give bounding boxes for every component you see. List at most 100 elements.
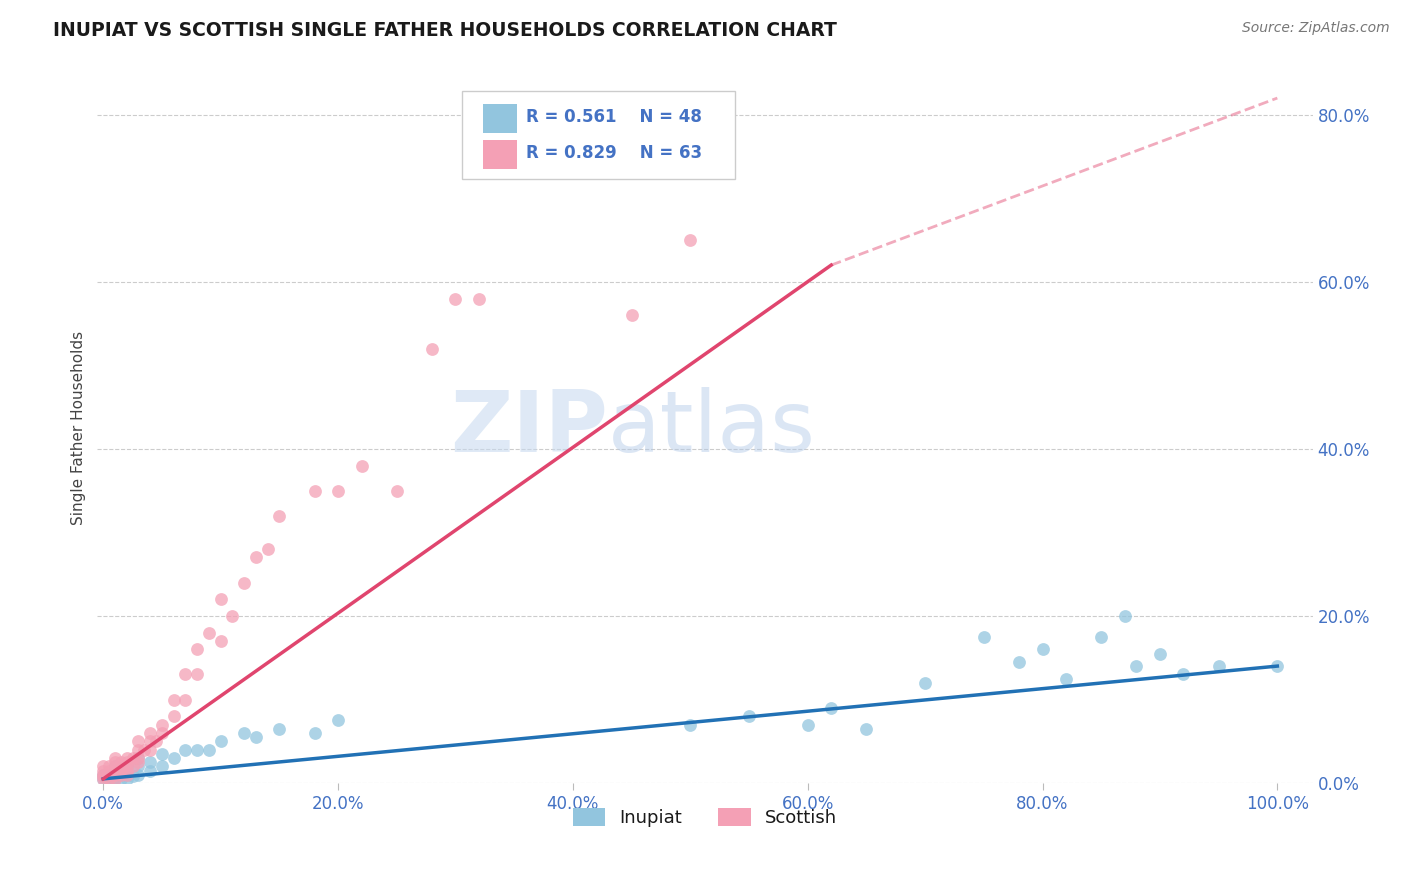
Point [104,767,127,781]
Point [91,759,114,773]
Point [150,747,173,761]
Point [134,742,156,756]
Point [98,767,121,781]
Point [1114,609,1136,624]
Point [139,726,162,740]
Text: ZIP: ZIP [450,386,607,469]
Point [139,742,162,756]
Point [104,764,127,778]
Legend: Inupiat, Scottish: Inupiat, Scottish [565,801,845,834]
Point [679,717,702,731]
Point [115,772,138,786]
Point [350,458,373,473]
Point [98,764,121,778]
Point [198,625,221,640]
Y-axis label: Single Father Households: Single Father Households [72,331,86,525]
Point [127,755,149,769]
Point [679,233,702,247]
Point [139,734,162,748]
Text: INUPIAT VS SCOTTISH SINGLE FATHER HOUSEHOLDS CORRELATION CHART: INUPIAT VS SCOTTISH SINGLE FATHER HOUSEH… [53,21,838,39]
Point [820,701,842,715]
Point [110,755,132,769]
Point [91,767,114,781]
Point [104,759,127,773]
Point [98,772,121,786]
Point [1265,659,1288,673]
Point [115,767,138,781]
Point [1208,659,1230,673]
Point [110,764,132,778]
Point [127,751,149,765]
Point [139,764,162,778]
Point [1031,642,1053,657]
Point [620,308,643,322]
Point [245,730,267,744]
Point [127,751,149,765]
Point [385,483,408,498]
Point [91,772,114,786]
Point [110,759,132,773]
Point [115,759,138,773]
Point [186,667,208,681]
Point [121,759,143,773]
Point [127,734,149,748]
Point [145,734,167,748]
Point [914,675,936,690]
Point [738,709,761,723]
Point [105,764,128,778]
Point [91,772,114,786]
Point [209,634,232,648]
Point [174,667,197,681]
Point [1173,667,1195,681]
Point [91,767,114,781]
Point [104,755,127,769]
Point [112,759,135,773]
Point [127,767,149,781]
Point [101,767,124,781]
Point [209,734,232,748]
Point [198,742,221,756]
Point [115,767,138,781]
Point [139,755,162,769]
Point [150,726,173,740]
FancyBboxPatch shape [482,140,516,169]
Point [104,751,127,765]
Point [110,767,132,781]
Point [91,769,114,783]
Point [304,483,326,498]
Point [174,692,197,706]
Point [150,759,173,773]
Point [104,772,127,786]
Point [269,508,291,523]
Point [1090,630,1112,644]
Point [233,726,256,740]
Point [326,714,349,728]
Point [855,722,877,736]
Point [1008,655,1031,669]
Point [121,769,143,783]
Point [104,759,127,773]
Point [304,726,326,740]
Point [245,550,267,565]
Point [150,717,173,731]
Point [104,772,127,786]
Point [209,592,232,607]
Point [101,772,124,786]
Text: R = 0.561    N = 48: R = 0.561 N = 48 [526,108,702,126]
Point [269,722,291,736]
Point [468,292,491,306]
Point [1054,672,1077,686]
Point [98,772,121,786]
Point [127,742,149,756]
Point [186,742,208,756]
Point [110,767,132,781]
Point [91,764,114,778]
Point [326,483,349,498]
Point [163,709,186,723]
Point [98,759,121,773]
Point [104,767,127,781]
Text: R = 0.829    N = 63: R = 0.829 N = 63 [526,145,703,162]
Text: atlas: atlas [607,386,815,469]
Point [233,575,256,590]
Point [115,759,138,773]
